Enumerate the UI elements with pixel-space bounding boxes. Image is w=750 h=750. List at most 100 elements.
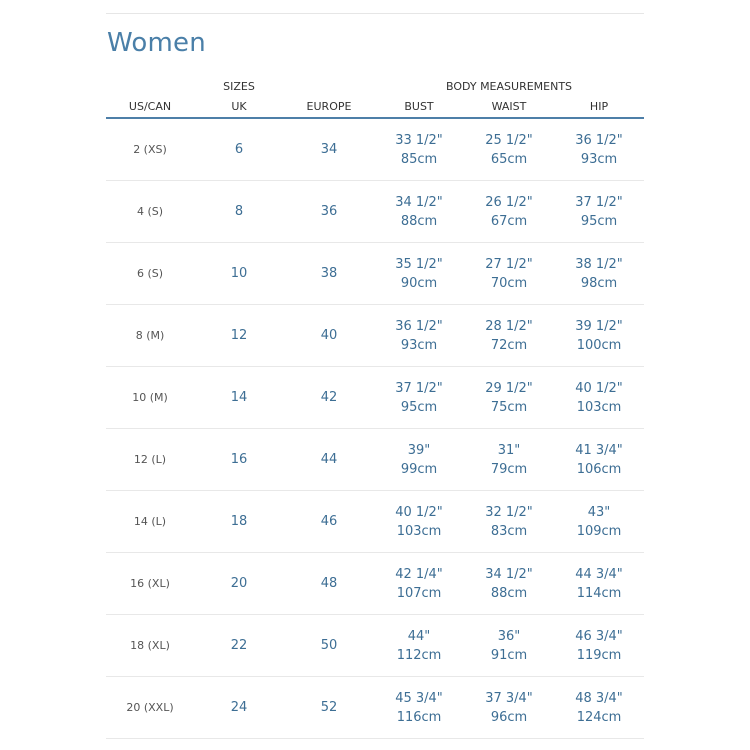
value-cm: 100cm (576, 337, 622, 353)
cell-europe: 34 (269, 119, 389, 180)
cell-europe: 52 (269, 677, 389, 738)
value: 2 (XS) (133, 143, 167, 156)
column-header-uk: UK (231, 100, 247, 113)
value-cm: 109cm (576, 523, 622, 539)
cell-uk: 10 (179, 243, 299, 304)
value-cm: 96cm (490, 709, 528, 725)
value-cm: 75cm (490, 399, 528, 415)
value: 10 (230, 266, 248, 281)
value: 46 (320, 514, 338, 529)
cell-waist: 29 1/2" 75cm (449, 367, 569, 428)
value-inches: 36" (497, 628, 521, 644)
value-inches: 35 1/2" (395, 256, 443, 272)
value-inches: 28 1/2" (485, 318, 533, 334)
value-cm: 72cm (490, 337, 528, 353)
cell-waist: 25 1/2" 65cm (449, 119, 569, 180)
value-inches: 40 1/2" (575, 380, 623, 396)
cell-hip: 44 3/4" 114cm (539, 553, 659, 614)
value: 6 (234, 142, 244, 157)
table-row: 14 (L) 18 46 40 1/2" 103cm 32 1/2" 83cm 43" 109c… (106, 491, 644, 553)
value-cm: 114cm (576, 585, 622, 601)
value-inches: 27 1/2" (485, 256, 533, 272)
cell-hip: 41 3/4" 106cm (539, 429, 659, 490)
cell-europe: 38 (269, 243, 389, 304)
cell-bust: 35 1/2" 90cm (359, 243, 479, 304)
value-cm: 112cm (396, 647, 442, 663)
value: 8 (234, 204, 244, 219)
value: 52 (320, 700, 338, 715)
value-inches: 37 3/4" (485, 690, 533, 706)
value-cm: 85cm (400, 151, 438, 167)
value-cm: 91cm (490, 647, 528, 663)
column-header-waist: WAIST (491, 100, 527, 113)
cell-europe: 36 (269, 181, 389, 242)
cell-bust: 44" 112cm (359, 615, 479, 676)
value-inches: 37 1/2" (395, 380, 443, 396)
cell-hip: 39 1/2" 100cm (539, 305, 659, 366)
cell-waist: 34 1/2" 88cm (449, 553, 569, 614)
table-row: 18 (XL) 22 50 44" 112cm 36" 91cm 46 3/4" 119cm (106, 615, 644, 677)
value: 42 (320, 390, 338, 405)
cell-waist: 28 1/2" 72cm (449, 305, 569, 366)
cell-hip: 43" 109cm (539, 491, 659, 552)
value: 36 (320, 204, 338, 219)
value-cm: 116cm (396, 709, 442, 725)
value-cm: 103cm (576, 399, 622, 415)
cell-europe: 46 (269, 491, 389, 552)
column-header-europe: EUROPE (306, 100, 352, 113)
cell-europe: 50 (269, 615, 389, 676)
value: 20 (230, 576, 248, 591)
cell-europe: 48 (269, 553, 389, 614)
value: 44 (320, 452, 338, 467)
value-cm: 95cm (400, 399, 438, 415)
cell-bust: 34 1/2" 88cm (359, 181, 479, 242)
table-row: 6 (S) 10 38 35 1/2" 90cm 27 1/2" 70cm 38 1/2" 98… (106, 243, 644, 305)
value: 14 (L) (133, 515, 167, 528)
cell-bust: 40 1/2" 103cm (359, 491, 479, 552)
value: 22 (230, 638, 248, 653)
value-inches: 41 3/4" (575, 442, 623, 458)
cell-uk: 18 (179, 491, 299, 552)
value-inches: 37 1/2" (575, 194, 623, 210)
cell-hip: 48 3/4" 124cm (539, 677, 659, 738)
table-row: 8 (M) 12 40 36 1/2" 93cm 28 1/2" 72cm 39 1/2" 10… (106, 305, 644, 367)
cell-bust: 36 1/2" 93cm (359, 305, 479, 366)
value: 12 (L) (133, 453, 167, 466)
value-cm: 70cm (490, 275, 528, 291)
cell-us-can: 12 (L) (90, 429, 210, 490)
cell-europe: 40 (269, 305, 389, 366)
column-header-bust: BUST (404, 100, 434, 113)
table-row: 10 (M) 14 42 37 1/2" 95cm 29 1/2" 75cm 40 1/2" 1… (106, 367, 644, 429)
value: 50 (320, 638, 338, 653)
cell-bust: 42 1/4" 107cm (359, 553, 479, 614)
value-inches: 34 1/2" (485, 566, 533, 582)
value: 14 (230, 390, 248, 405)
cell-waist: 37 3/4" 96cm (449, 677, 569, 738)
cell-us-can: 6 (S) (90, 243, 210, 304)
value-cm: 119cm (576, 647, 622, 663)
cell-uk: 22 (179, 615, 299, 676)
value-inches: 45 3/4" (395, 690, 443, 706)
value: 18 (XL) (130, 639, 170, 652)
value-inches: 26 1/2" (485, 194, 533, 210)
cell-europe: 44 (269, 429, 389, 490)
cell-us-can: 20 (XXL) (90, 677, 210, 738)
cell-hip: 38 1/2" 98cm (539, 243, 659, 304)
value: 6 (S) (136, 267, 164, 280)
value-inches: 44" (407, 628, 431, 644)
cell-us-can: 16 (XL) (90, 553, 210, 614)
value: 16 (XL) (130, 577, 170, 590)
value-cm: 106cm (576, 461, 622, 477)
value-inches: 34 1/2" (395, 194, 443, 210)
value: 16 (230, 452, 248, 467)
value: 4 (S) (136, 205, 164, 218)
value-cm: 95cm (580, 213, 618, 229)
cell-bust: 39" 99cm (359, 429, 479, 490)
value-inches: 40 1/2" (395, 504, 443, 520)
value-inches: 46 3/4" (575, 628, 623, 644)
value-inches: 32 1/2" (485, 504, 533, 520)
value-cm: 93cm (400, 337, 438, 353)
value-cm: 98cm (580, 275, 618, 291)
header-group-sizes: SIZES (223, 80, 255, 93)
value: 18 (230, 514, 248, 529)
